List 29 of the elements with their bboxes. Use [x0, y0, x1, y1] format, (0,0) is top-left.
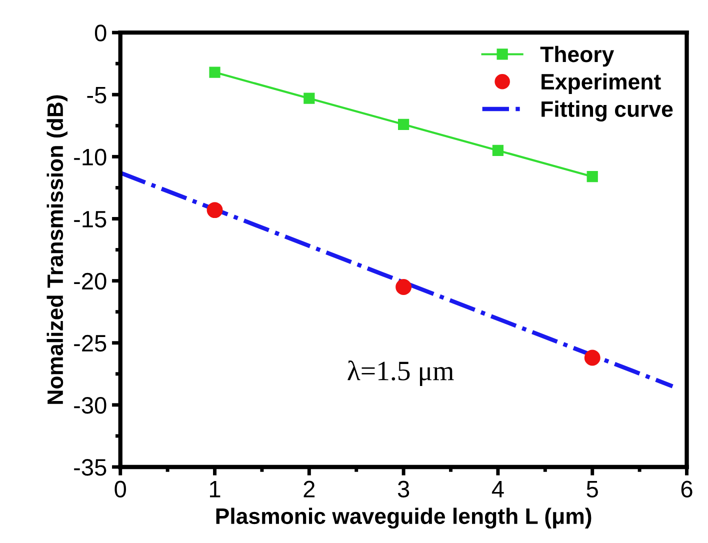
x-tick-label: 0	[114, 480, 126, 498]
x-tick-label: 4	[492, 481, 504, 498]
legend-label: Fitting curve	[542, 100, 673, 122]
point	[396, 279, 412, 295]
y-axis-title: Nomalized Transmission (dB)	[46, 95, 68, 404]
y-tick-label: -25	[74, 334, 106, 352]
legend-label: Experiment	[542, 73, 661, 94]
x-tick-label: 6	[681, 480, 692, 498]
annotation: λ=1.5 μm	[348, 360, 454, 386]
y-tick-label: -10	[74, 148, 106, 166]
x-tick-label: 2	[304, 480, 315, 498]
point	[586, 170, 598, 182]
x-tick-label: 1	[210, 481, 220, 498]
y-tick-label: -15	[74, 211, 106, 228]
x-tick-label: 5	[586, 481, 598, 498]
point	[492, 144, 504, 156]
point	[206, 202, 223, 218]
y-tick-label: -5	[87, 86, 106, 104]
x-axis-title: Plasmonic waveguide length L (μm)	[216, 508, 592, 529]
legend-label: Theory	[540, 46, 614, 67]
y-tick-label: 0	[94, 24, 106, 42]
point	[584, 350, 600, 366]
point	[304, 92, 315, 104]
x-tick-label: 3	[398, 480, 410, 498]
y-tick-label: -35	[74, 459, 106, 476]
point	[398, 118, 410, 130]
point	[209, 66, 220, 78]
y-tick-label: -30	[74, 396, 106, 414]
y-tick-label: -20	[74, 272, 106, 290]
